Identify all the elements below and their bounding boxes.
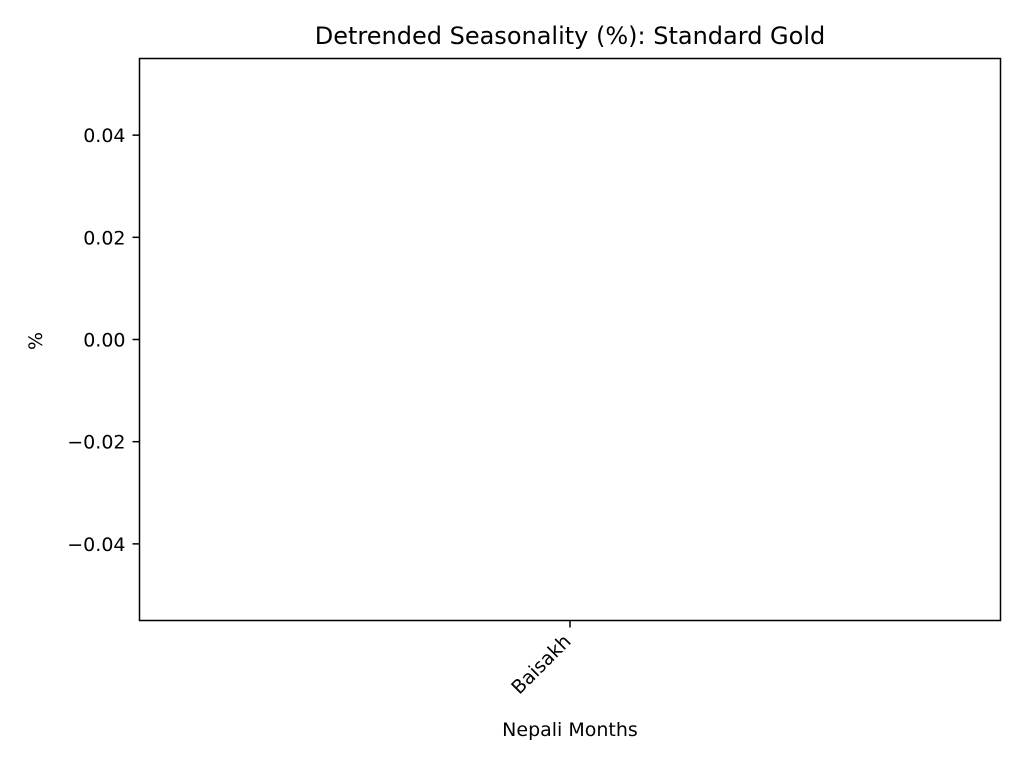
- y-tick-label: 0.04: [83, 125, 125, 147]
- x-axis: Baisakh: [507, 620, 576, 699]
- chart-title: Detrended Seasonality (%): Standard Gold: [315, 22, 825, 50]
- y-axis: 0.04 0.02 0.00 −0.02 −0.04: [67, 125, 140, 556]
- y-tick-label: 0.00: [83, 330, 125, 352]
- y-tick-label: −0.04: [67, 534, 125, 556]
- y-tick-label: 0.02: [83, 227, 125, 249]
- y-axis-label: %: [25, 332, 47, 350]
- plot-area-frame: [138, 57, 1002, 622]
- x-axis-label: Nepali Months: [502, 719, 638, 741]
- y-tick-label: −0.02: [67, 432, 125, 454]
- x-tick-label: Baisakh: [507, 630, 575, 698]
